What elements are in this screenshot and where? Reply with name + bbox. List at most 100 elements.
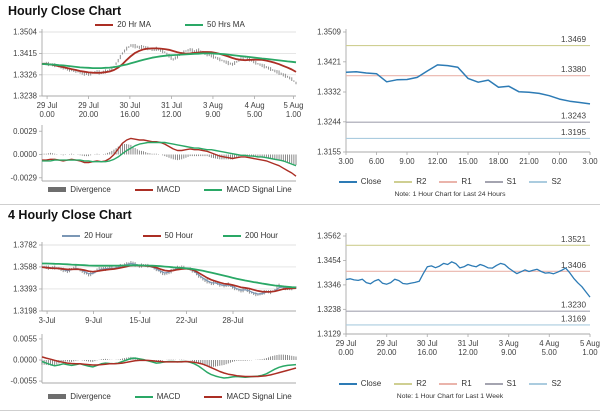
legend-item: 200 Hour [223,231,278,240]
legend-label: S2 [551,177,562,186]
legend-swatch [62,234,81,237]
svg-text:30 Jul: 30 Jul [417,339,438,348]
legend-swatch [95,23,114,26]
legend-label: 200 Hour [245,231,278,240]
svg-text:1.3406: 1.3406 [561,261,586,270]
legend-label: Divergence [70,185,111,194]
legend-swatch [48,187,67,192]
svg-text:9-Jul: 9-Jul [85,316,102,325]
hourly-sr-legend: Close R2 R1 S1 S2 [310,177,590,186]
legend-item: Close [338,177,382,186]
legend-label: S1 [506,379,517,388]
svg-text:20.00: 20.00 [377,348,397,357]
four-hourly-section-title: 4 Hourly Close Chart [8,208,132,222]
legend-swatch [439,180,458,183]
svg-text:0.00: 0.00 [39,110,55,119]
legend-swatch [142,234,161,237]
svg-text:1.3509: 1.3509 [317,28,341,37]
legend-item: Divergence [48,392,111,401]
svg-text:12.00: 12.00 [162,110,182,119]
svg-text:-0.0029: -0.0029 [11,173,37,182]
legend-item: 20 Hr MA [95,20,151,29]
svg-text:0.0000: 0.0000 [13,150,38,159]
legend-swatch [48,394,67,399]
svg-text:6.00: 6.00 [369,157,385,166]
svg-text:5.00: 5.00 [247,110,263,119]
legend-item: R2 [394,177,426,186]
legend-label: MACD [156,392,181,401]
legend-swatch [529,180,548,183]
legend-item: MACD Signal Line [204,392,292,401]
svg-text:5 Aug: 5 Aug [283,101,303,110]
legend-label: MACD Signal Line [226,392,292,401]
legend-swatch [185,23,203,26]
svg-text:22-Jul: 22-Jul [176,316,198,325]
svg-text:29 Jul: 29 Jul [376,339,397,348]
svg-text:5 Aug: 5 Aug [580,339,600,348]
hourly-price-legend: 20 Hr MA 50 Hrs MA [40,20,300,29]
hourly-sr-note: Note: 1 Hour Chart for Last 24 Hours [394,191,506,198]
legend-label: S2 [551,379,562,388]
svg-text:15.00: 15.00 [458,157,478,166]
svg-text:1.3238: 1.3238 [13,92,37,101]
legend-label: R1 [461,379,472,388]
svg-text:12.00: 12.00 [428,157,448,166]
legend-swatch [338,382,357,385]
svg-text:0.00: 0.00 [552,157,568,166]
weekly-sr-note: Note: 1 Hour Chart for Last 1 Week [396,393,504,400]
legend-swatch [134,395,153,398]
svg-text:1.3129: 1.3129 [317,330,341,339]
svg-text:31 Jul: 31 Jul [161,101,182,110]
legend-swatch [204,395,223,398]
legend-label: 50 Hrs MA [207,20,245,29]
svg-text:1.3198: 1.3198 [13,307,37,316]
legend-item: MACD [134,185,181,194]
legend-label: MACD Signal Line [226,185,292,194]
svg-text:0.00: 0.00 [338,348,354,357]
svg-text:3 Aug: 3 Aug [203,101,223,110]
legend-item: 50 Hrs MA [185,20,245,29]
svg-text:1.3244: 1.3244 [317,117,342,126]
svg-text:1.3332: 1.3332 [317,88,341,97]
svg-text:1.3238: 1.3238 [317,305,341,314]
svg-text:12.00: 12.00 [458,348,478,357]
legend-swatch [204,188,223,191]
hourly-macd-legend: Divergence MACD MACD Signal Line [40,185,300,194]
svg-text:1.3243: 1.3243 [561,112,586,121]
legend-swatch [394,382,413,385]
legend-item: S2 [529,177,561,186]
svg-text:1.3155: 1.3155 [317,148,342,157]
legend-label: S1 [506,177,517,186]
legend-label: Close [360,177,382,186]
legend-label: R2 [416,177,427,186]
svg-text:1.3230: 1.3230 [561,301,586,310]
svg-text:4 Aug: 4 Aug [245,101,265,110]
svg-text:1.00: 1.00 [286,110,302,119]
svg-text:3 Aug: 3 Aug [499,339,519,348]
legend-label: R1 [461,177,472,186]
hourly-section-title: Hourly Close Chart [8,4,122,18]
svg-text:1.3393: 1.3393 [13,285,37,294]
svg-text:31 Jul: 31 Jul [458,339,479,348]
svg-text:-0.0055: -0.0055 [11,377,38,386]
svg-text:15-Jul: 15-Jul [129,316,151,325]
hourly-macd-chart: 0.0029 0.0000 -0.0029 [11,125,297,182]
legend-item: R1 [439,177,472,186]
legend-item: S1 [484,379,517,388]
svg-text:18.00: 18.00 [489,157,509,166]
svg-text:9.00: 9.00 [501,348,517,357]
legend-item: S2 [529,379,561,388]
legend-label: R2 [416,379,427,388]
legend-item: R1 [439,379,472,388]
legend-label: MACD [156,185,181,194]
legend-item: Divergence [48,185,111,194]
svg-text:29 Jul: 29 Jul [336,339,357,348]
svg-text:20.00: 20.00 [79,110,99,119]
svg-text:1.3562: 1.3562 [317,232,341,241]
legend-item: 20 Hour [62,231,113,240]
legend-swatch [529,382,548,385]
svg-text:5.00: 5.00 [542,348,558,357]
